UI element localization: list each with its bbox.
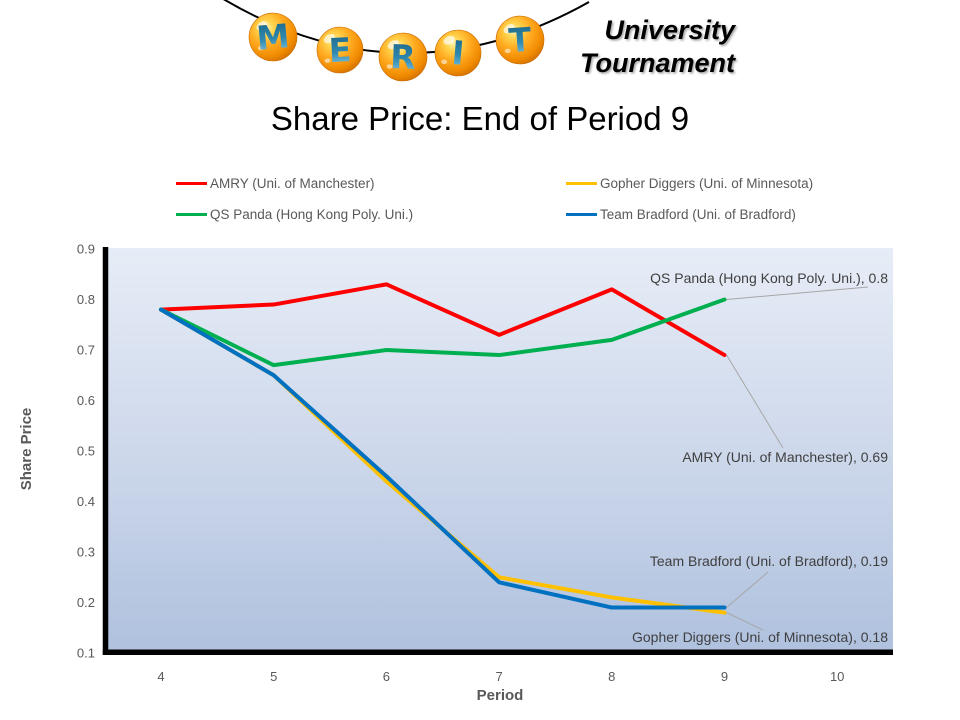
x-tick-label-7: 7	[495, 669, 502, 684]
logo-ball-t: T	[495, 15, 545, 65]
y-tick-label-0.8: 0.8	[77, 292, 95, 307]
y-tick-label-0.3: 0.3	[77, 545, 95, 560]
logo-letter-e: E	[328, 30, 353, 70]
x-tick-label-6: 6	[383, 669, 390, 684]
balloon-shine-icon	[443, 35, 455, 45]
logo-ball-r: R	[378, 32, 428, 82]
legend-label: AMRY (Uni. of Manchester)	[210, 175, 375, 191]
data-label-amry-uni: AMRY (Uni. of Manchester), 0.69	[682, 449, 888, 465]
y-tick-label-0.1: 0.1	[77, 646, 95, 661]
balloon-shine-icon	[387, 40, 400, 50]
legend-line-swatch-icon	[566, 181, 597, 185]
balloon-shine-icon	[386, 64, 393, 69]
legend-label: QS Panda (Hong Kong Poly. Uni.)	[210, 206, 414, 222]
balloon-shine-icon	[503, 24, 515, 34]
data-label-qs-panda: QS Panda (Hong Kong Poly. Uni.), 0.8	[650, 270, 888, 286]
x-tick-label-4: 4	[157, 669, 164, 684]
logo-letter-r: R	[390, 37, 417, 77]
x-tick-label-10: 10	[830, 669, 844, 684]
logo-letter-i: I	[450, 33, 466, 73]
legend-label: Gopher Diggers (Uni. of Minnesota)	[600, 175, 814, 191]
legend-label: Team Bradford (Uni. of Bradford)	[600, 206, 796, 222]
logo-ball-i: I	[434, 29, 482, 77]
legend-item-team-bradford: Team Bradford (Uni. of Bradford)	[566, 206, 796, 222]
x-tick-label-8: 8	[608, 669, 615, 684]
legend-line-swatch-icon	[176, 212, 207, 216]
chart-legend: AMRY (Uni. of Manchester) Gopher Diggers …	[0, 0, 960, 240]
data-label-team-bradford: Team Bradford (Uni. of Bradford), 0.19	[650, 553, 888, 569]
x-tick-label-9: 9	[721, 669, 728, 684]
leader-line-team-bradford	[726, 571, 769, 608]
balloon-shine-icon	[441, 59, 448, 65]
y-axis-title: Share Price	[18, 408, 35, 491]
y-tick-label-0.2: 0.2	[77, 595, 95, 610]
series-line-team-bradford	[159, 307, 727, 610]
series-line-amry-uni	[159, 282, 727, 358]
page-title: Share Price: End of Period 9	[270, 100, 690, 137]
leader-line-amry-uni	[726, 354, 784, 449]
balloon-shine-icon	[257, 45, 264, 51]
y-tick-label-0.9: 0.9	[77, 242, 95, 257]
balloon-shine-icon	[323, 33, 335, 44]
balloon-shine-icon	[504, 48, 511, 54]
balloon-shine-icon	[324, 58, 331, 63]
y-tick-label-0.5: 0.5	[77, 444, 95, 459]
org-name-line2: Tournament	[580, 48, 735, 78]
logo-ball-e: E	[316, 26, 364, 74]
logo-ball-m: M	[248, 12, 298, 62]
y-tick-label-0.7: 0.7	[77, 343, 95, 358]
leader-line-qs-panda	[726, 286, 869, 300]
legend-line-swatch-icon	[176, 181, 207, 185]
y-tick-label-0.6: 0.6	[77, 393, 95, 408]
series-line-qs-panda	[159, 297, 727, 368]
legend-item-gopher-diggers: Gopher Diggers (Uni. of Minnesota)	[566, 175, 813, 191]
plot-area-background	[108, 248, 893, 652]
org-name-line1: University	[604, 15, 735, 45]
x-axis-title: Period	[477, 687, 524, 704]
y-tick-label-0.4: 0.4	[77, 494, 95, 509]
org-name: University Tournament	[545, 14, 735, 80]
x-tick-label-5: 5	[270, 669, 277, 684]
balloon-shine-icon	[256, 21, 268, 31]
leader-line-gopher-diggers	[726, 612, 764, 631]
legend-item-qs-panda: QS Panda (Hong Kong Poly. Uni.)	[176, 206, 413, 222]
legend-line-swatch-icon	[566, 212, 597, 216]
legend-item-amry-uni: AMRY (Uni. of Manchester)	[176, 175, 375, 191]
data-label-gopher-diggers: Gopher Diggers (Uni. of Minnesota), 0.18	[632, 629, 888, 645]
logo-letter-t: T	[507, 20, 533, 61]
logo-letter-m: M	[255, 16, 291, 58]
